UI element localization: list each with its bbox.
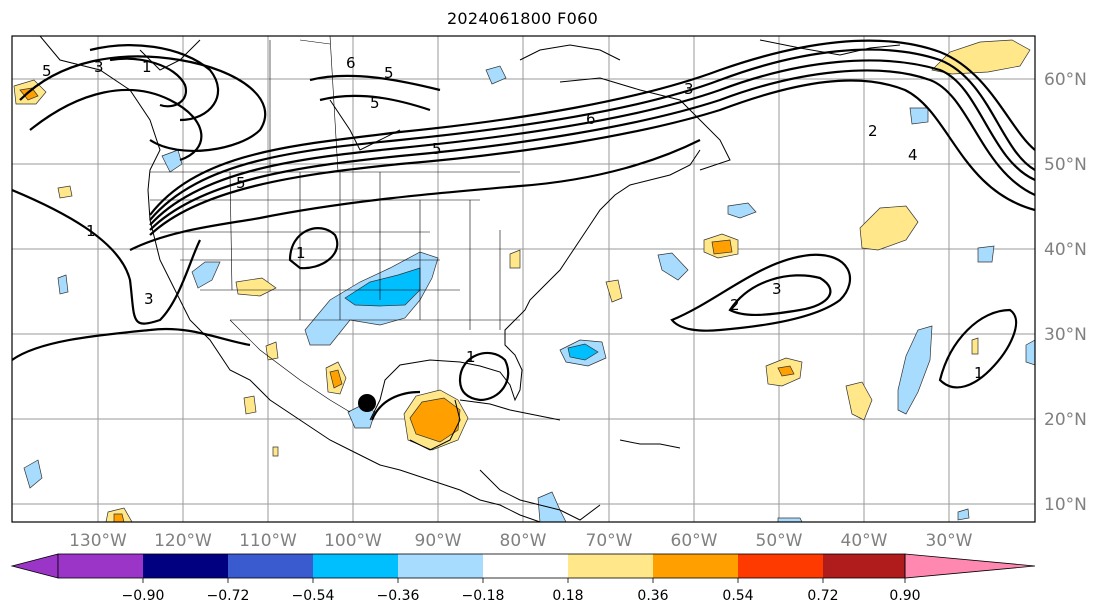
colorbar: −0.90 −0.72 −0.54 −0.36 −0.18 0.18 0.36 … [10,553,1036,604]
graticule [12,36,1035,522]
lon-label: 30°W [926,531,973,551]
state-boundaries [150,36,520,413]
colorbar-segment [653,554,738,578]
lon-label: 90°W [415,531,462,551]
colorbar-tick-label: 0.18 [552,588,583,604]
contour-label: 1 [86,222,96,240]
colorbar-tick-label: 0.36 [637,588,668,604]
lat-label: 30°N [1044,325,1087,345]
colorbar-over-arrow [904,553,1036,579]
contour-label: 6 [586,110,596,128]
contour-label: 3 [94,58,104,76]
colorbar-segment [398,554,483,578]
colorbar-segment [568,554,653,578]
contour-label: 5 [236,174,246,192]
contour-label: 1 [296,244,306,262]
lon-label: 70°W [586,531,633,551]
lon-label: 100°W [324,531,382,551]
contour-label: 5 [384,64,394,82]
contour-label: 5 [432,140,442,158]
lon-label: 130°W [69,531,127,551]
lat-label: 60°N [1044,70,1087,90]
contour-label: 4 [908,146,918,164]
colorbar-tick-label: −0.54 [292,588,335,604]
colorbar-tick-label: −0.90 [122,588,165,604]
lon-label: 80°W [500,531,547,551]
colorbar-tick-label: −0.72 [207,588,250,604]
colorbar-under-arrow [10,553,59,579]
latitude-labels: 60°N 50°N 40°N 30°N 20°N 10°N [1044,70,1087,515]
colorbar-segment [823,554,905,578]
colorbar-tick-label: −0.36 [377,588,420,604]
contour-label: 1 [466,348,476,366]
contours [12,39,1035,421]
contour-label: 1 [142,58,152,76]
colorbar-tick-label: 0.90 [889,588,920,604]
lat-label: 20°N [1044,410,1087,430]
colorbar-segment [738,554,823,578]
contour-label: 3 [144,290,154,308]
contour-label: 6 [346,54,356,72]
contour-label: 3 [772,280,782,298]
lat-label: 10°N [1044,495,1087,515]
colorbar-tick-label: −0.18 [462,588,505,604]
contour-labels: 5 3 1 5 6 5 5 6 5 3 2 4 1 1 3 2 3 1 1 [42,54,984,382]
contour-label: 5 [370,94,380,112]
lon-label: 120°W [154,531,212,551]
shaded-field [13,39,1035,522]
lon-label: 110°W [239,531,297,551]
contour-label: 5 [42,62,52,80]
map-border [11,35,1036,523]
contour-label: 3 [684,80,694,98]
lat-label: 40°N [1044,240,1087,260]
contour-label: 2 [868,122,878,140]
lat-label: 50°N [1044,155,1087,175]
lon-label: 60°W [671,531,718,551]
colorbar-segment [483,554,568,578]
colorbar-segment [313,554,398,578]
colorbar-tick-label: 0.72 [807,588,838,604]
storm-center-marker [358,394,376,412]
lon-label: 40°W [841,531,888,551]
contour-label: 1 [974,364,984,382]
map-title: 2024061800 F060 [446,9,599,28]
colorbar-tick-label: 0.54 [722,588,753,604]
colorbar-segment [58,554,143,578]
colorbar-segment [143,554,228,578]
colorbar-segment [228,554,313,578]
lon-label: 50°W [756,531,803,551]
longitude-labels: 130°W 120°W 110°W 100°W 90°W 80°W 70°W 6… [69,531,973,551]
contour-label: 2 [730,296,740,314]
